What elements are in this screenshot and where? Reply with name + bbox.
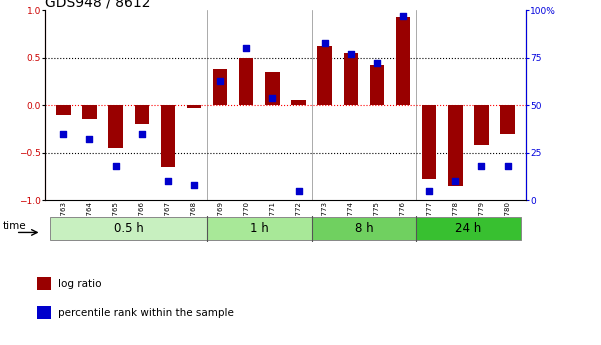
Point	[85, 137, 94, 142]
Text: 1 h: 1 h	[250, 221, 269, 235]
Point	[398, 13, 408, 19]
Bar	[317, 47, 332, 105]
Point	[294, 188, 304, 193]
Bar	[82, 105, 97, 119]
FancyBboxPatch shape	[416, 217, 520, 240]
Bar	[422, 105, 436, 179]
Text: 24 h: 24 h	[456, 221, 481, 235]
Point	[111, 163, 120, 169]
Point	[372, 61, 382, 66]
Bar	[108, 105, 123, 148]
Bar	[344, 53, 358, 105]
Point	[163, 178, 172, 184]
Point	[137, 131, 147, 137]
Point	[424, 188, 434, 193]
Text: log ratio: log ratio	[58, 279, 102, 288]
Bar	[213, 69, 227, 105]
Bar	[160, 105, 175, 167]
Bar	[187, 105, 201, 108]
Bar	[474, 105, 489, 145]
Bar	[501, 105, 515, 134]
Point	[320, 40, 329, 46]
Bar	[396, 17, 410, 105]
FancyBboxPatch shape	[50, 217, 207, 240]
Text: time: time	[2, 221, 26, 231]
Bar	[448, 105, 463, 186]
Point	[346, 51, 356, 57]
Bar	[37, 277, 51, 290]
Text: percentile rank within the sample: percentile rank within the sample	[58, 308, 234, 317]
Text: 8 h: 8 h	[355, 221, 373, 235]
Point	[58, 131, 68, 137]
Text: 0.5 h: 0.5 h	[114, 221, 144, 235]
Bar	[370, 66, 384, 105]
Bar	[56, 105, 70, 115]
Point	[189, 182, 199, 188]
FancyBboxPatch shape	[207, 217, 311, 240]
Point	[451, 178, 460, 184]
Point	[477, 163, 486, 169]
Point	[242, 46, 251, 51]
FancyBboxPatch shape	[311, 217, 416, 240]
Point	[267, 95, 277, 100]
Bar	[265, 72, 279, 105]
Bar	[135, 105, 149, 124]
Point	[503, 163, 513, 169]
Bar	[291, 100, 306, 105]
Bar	[37, 306, 51, 319]
Bar	[239, 58, 254, 105]
Point	[215, 78, 225, 83]
Text: GDS948 / 8612: GDS948 / 8612	[45, 0, 151, 9]
